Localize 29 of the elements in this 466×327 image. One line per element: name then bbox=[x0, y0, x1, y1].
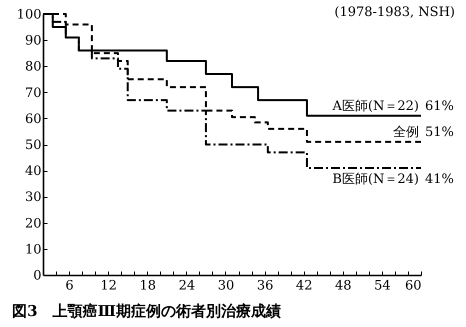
x-tick-label: 6 bbox=[65, 278, 74, 294]
x-tick-label: 18 bbox=[140, 278, 156, 294]
series-label: 全例 bbox=[393, 124, 419, 140]
y-tick-label: 90 bbox=[24, 34, 42, 49]
x-tick-label: 42 bbox=[296, 278, 312, 294]
series-label: B医師(N＝24) bbox=[332, 172, 419, 187]
y-tick-label: 0 bbox=[33, 268, 42, 284]
x-tick-label: 36 bbox=[256, 278, 274, 294]
data-label: 51% bbox=[425, 124, 454, 140]
data-label: 41% bbox=[425, 172, 454, 187]
y-tick-label: 30 bbox=[24, 190, 42, 206]
annotation: (1978-1983, NSH) bbox=[334, 5, 455, 20]
x-tick-label: 60 bbox=[404, 278, 422, 294]
y-tick-label: 80 bbox=[24, 60, 42, 75]
y-tick-label: 60 bbox=[24, 112, 42, 127]
y-tick-label: 70 bbox=[24, 86, 42, 101]
x-tick-label: 24 bbox=[178, 278, 196, 294]
y-tick-label: 20 bbox=[24, 216, 42, 232]
x-tick-label: 54 bbox=[374, 278, 391, 294]
text: 図3 上顎癌Ⅲ期症例の術者別治療成績 bbox=[12, 302, 281, 320]
x-tick-label: 30 bbox=[218, 278, 234, 294]
series-label: A医師(N＝22) bbox=[332, 98, 419, 114]
data-label: 61% bbox=[425, 98, 454, 114]
y-tick-label: 10 bbox=[24, 242, 42, 258]
y-tick-label: 100 bbox=[16, 8, 42, 22]
x-tick-label: 48 bbox=[335, 278, 352, 294]
y-tick-label: 50 bbox=[24, 138, 42, 153]
y-tick-label: 40 bbox=[24, 164, 42, 180]
x-tick-label: 12 bbox=[100, 278, 117, 294]
